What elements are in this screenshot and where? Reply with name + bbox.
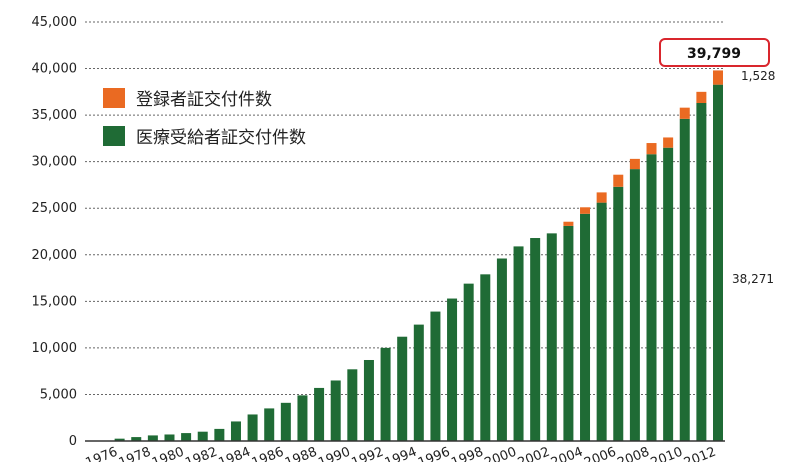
x-tick-label: 2010 (649, 445, 685, 462)
x-tick-label: 1978 (117, 445, 153, 462)
legend-swatch-registration (103, 88, 125, 108)
total-annotation: 39,799 (659, 38, 770, 67)
y-tick-label: 30,000 (32, 155, 78, 170)
bar-medical-1986 (264, 408, 275, 441)
x-tick-label: 1982 (183, 445, 219, 462)
x-tick-label: 1990 (316, 445, 352, 462)
y-tick-label: 40,000 (32, 62, 78, 77)
x-tick-label: 2004 (549, 445, 585, 462)
bar-medical-2013 (713, 84, 723, 441)
bar-medical-1990 (330, 380, 341, 441)
x-tick-label: 1998 (449, 445, 485, 462)
bar-registration-2007 (613, 174, 624, 187)
bar-registration-2011 (679, 107, 690, 119)
bar-medical-1979 (147, 435, 158, 441)
bar-registration-2009 (646, 143, 657, 155)
x-tick-label: 1994 (383, 445, 419, 462)
bar-medical-1994 (397, 336, 408, 441)
y-tick-label: 0 (69, 434, 77, 449)
top-segment-value: 1,528 (741, 69, 775, 83)
bar-medical-1997 (447, 298, 458, 441)
y-tick-label: 25,000 (32, 201, 78, 216)
total-box (659, 38, 770, 67)
y-tick-label: 45,000 (32, 15, 78, 30)
bar-medical-2012 (696, 103, 707, 442)
legend: 登録者証交付件数 医療受給者証交付件数 (103, 88, 306, 148)
legend-label-medical: 医療受給者証交付件数 (136, 128, 306, 148)
x-tick-label: 1986 (250, 445, 286, 462)
y-tick-label: 10,000 (32, 341, 78, 356)
bar-medical-2002 (530, 238, 541, 441)
bar-medical-1993 (380, 347, 391, 441)
bar-medical-1981 (181, 433, 192, 441)
x-tick-label: 2006 (582, 445, 618, 462)
bottom-segment-value: 38,271 (732, 272, 774, 286)
bar-registration-2004 (563, 221, 574, 226)
bar-medical-1980 (164, 434, 175, 441)
bar-registration-2010 (663, 137, 674, 148)
x-tick-label: 1988 (283, 445, 319, 462)
bar-medical-1984 (230, 421, 241, 441)
bar-registration-2006 (596, 192, 607, 203)
x-tick-label: 1996 (416, 445, 452, 462)
bar-medical-1991 (347, 369, 358, 441)
bar-medical-2006 (596, 202, 607, 441)
y-tick-label: 15,000 (32, 294, 78, 309)
y-tick-label: 5,000 (40, 387, 77, 402)
bar-medical-2011 (679, 118, 690, 441)
bar-medical-2007 (613, 186, 624, 441)
bar-medical-1996 (430, 311, 441, 441)
bar-registration-2008 (629, 158, 640, 170)
x-tick-label: 2008 (615, 445, 651, 462)
bar-medical-1987 (280, 402, 291, 441)
x-axis-ticks: 1976197819801982198419861988199019921994… (84, 445, 719, 462)
y-tick-label: 35,000 (32, 108, 78, 123)
bar-medical-1978 (131, 437, 142, 441)
x-tick-label: 2012 (682, 445, 718, 462)
bar-medical-1998 (463, 283, 474, 441)
bar-medical-1982 (197, 431, 208, 441)
bar-medical-2001 (513, 246, 524, 441)
x-tick-label: 1984 (217, 445, 253, 462)
bar-medical-2009 (646, 154, 657, 441)
bar-medical-1983 (214, 428, 225, 441)
legend-label-registration: 登録者証交付件数 (136, 90, 272, 110)
bar-medical-2005 (580, 213, 591, 441)
y-axis-ticks: 0 5,000 10,000 15,000 20,000 25,000 30,000 35,0… (32, 15, 78, 449)
x-tick-label: 2002 (516, 445, 552, 462)
bar-medical-2010 (663, 147, 674, 441)
bar-medical-2000 (496, 258, 507, 441)
bar-medical-1995 (413, 324, 424, 441)
x-tick-label: 2000 (482, 445, 518, 462)
bars (98, 70, 723, 442)
bar-medical-1985 (247, 414, 258, 441)
bar-medical-2008 (629, 169, 640, 442)
bar-medical-1989 (314, 387, 325, 441)
bar-registration-2005 (580, 207, 591, 214)
y-tick-label: 20,000 (32, 248, 78, 263)
legend-swatch-medical (103, 126, 125, 146)
total-value: 39,799 (687, 46, 741, 62)
bar-medical-1999 (480, 274, 491, 441)
bar-medical-1988 (297, 395, 308, 441)
bar-medical-2003 (546, 233, 557, 441)
bar-registration-2012 (696, 91, 707, 104)
bar-medical-1977 (114, 438, 125, 441)
bar-registration-2013 (713, 70, 723, 85)
x-tick-label: 1980 (150, 445, 186, 462)
x-tick-label: 1976 (84, 445, 120, 462)
bar-medical-1992 (363, 359, 374, 441)
x-tick-label: 1992 (349, 445, 385, 462)
bar-medical-2004 (563, 225, 574, 441)
